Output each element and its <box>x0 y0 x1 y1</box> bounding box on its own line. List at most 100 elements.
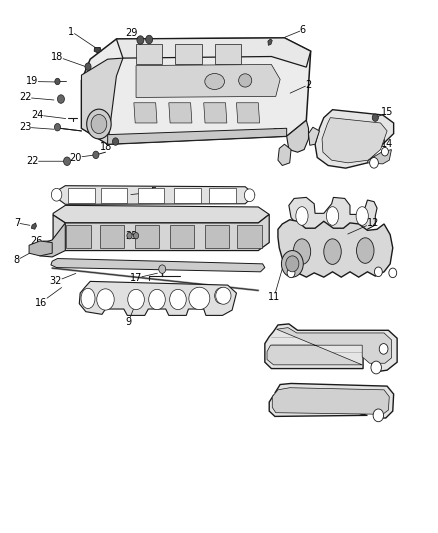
Text: 32: 32 <box>49 273 76 286</box>
Circle shape <box>113 138 119 146</box>
Polygon shape <box>52 185 255 204</box>
Circle shape <box>91 115 107 134</box>
Polygon shape <box>174 188 201 203</box>
Ellipse shape <box>128 289 145 310</box>
Text: 16: 16 <box>35 287 62 308</box>
Ellipse shape <box>293 239 311 264</box>
Text: 2: 2 <box>290 80 312 93</box>
Polygon shape <box>134 103 157 123</box>
Circle shape <box>381 148 389 156</box>
Circle shape <box>146 35 152 44</box>
Polygon shape <box>265 324 397 372</box>
Polygon shape <box>100 225 124 248</box>
Polygon shape <box>278 144 291 165</box>
Circle shape <box>282 251 303 277</box>
Polygon shape <box>204 103 227 123</box>
Circle shape <box>371 361 381 374</box>
Circle shape <box>64 157 71 165</box>
Polygon shape <box>209 188 236 203</box>
Circle shape <box>134 232 139 239</box>
Text: 19: 19 <box>26 77 58 86</box>
Polygon shape <box>308 127 319 146</box>
Text: 25: 25 <box>125 231 138 241</box>
Polygon shape <box>175 44 201 64</box>
Ellipse shape <box>356 207 368 225</box>
Text: 12: 12 <box>348 218 379 234</box>
Ellipse shape <box>81 288 95 309</box>
Ellipse shape <box>215 288 228 304</box>
Polygon shape <box>268 39 272 45</box>
Polygon shape <box>267 328 392 365</box>
Polygon shape <box>138 188 164 203</box>
Text: 18: 18 <box>100 142 113 152</box>
Polygon shape <box>31 223 36 229</box>
Polygon shape <box>272 387 389 414</box>
Text: 22: 22 <box>19 92 54 102</box>
Circle shape <box>85 63 91 70</box>
Text: 29: 29 <box>125 28 141 41</box>
Polygon shape <box>117 38 311 67</box>
Text: 20: 20 <box>70 152 95 163</box>
Circle shape <box>93 151 99 159</box>
Circle shape <box>244 189 255 201</box>
Polygon shape <box>205 225 229 248</box>
Circle shape <box>137 36 144 44</box>
Polygon shape <box>81 38 311 144</box>
Polygon shape <box>101 188 127 203</box>
Ellipse shape <box>324 239 341 264</box>
Ellipse shape <box>296 207 308 225</box>
Polygon shape <box>53 205 269 223</box>
Polygon shape <box>68 188 95 203</box>
Polygon shape <box>287 252 298 273</box>
Polygon shape <box>66 225 91 248</box>
Polygon shape <box>215 44 241 64</box>
Polygon shape <box>269 383 394 418</box>
Text: 11: 11 <box>268 263 284 302</box>
Ellipse shape <box>216 287 231 304</box>
Circle shape <box>373 409 384 422</box>
Text: 21: 21 <box>260 127 285 138</box>
Text: 5: 5 <box>131 187 156 197</box>
Text: 7: 7 <box>14 218 30 228</box>
Circle shape <box>51 188 62 201</box>
Circle shape <box>57 95 64 103</box>
Polygon shape <box>29 241 52 256</box>
Polygon shape <box>289 197 377 237</box>
Ellipse shape <box>149 289 165 310</box>
Ellipse shape <box>97 289 114 310</box>
Circle shape <box>389 268 397 278</box>
Polygon shape <box>135 225 159 248</box>
Text: 17: 17 <box>130 273 157 283</box>
Polygon shape <box>35 223 65 257</box>
Circle shape <box>374 267 382 277</box>
Circle shape <box>379 344 388 354</box>
Polygon shape <box>79 281 237 316</box>
Polygon shape <box>170 225 194 248</box>
Polygon shape <box>278 220 393 277</box>
Circle shape <box>87 109 111 139</box>
Ellipse shape <box>326 207 339 225</box>
Polygon shape <box>367 150 392 164</box>
Polygon shape <box>94 47 101 53</box>
Text: 6: 6 <box>273 25 306 42</box>
Polygon shape <box>322 118 387 163</box>
Text: 26: 26 <box>30 236 55 246</box>
Text: 13: 13 <box>275 346 287 363</box>
Circle shape <box>127 232 132 239</box>
Ellipse shape <box>170 289 186 310</box>
Polygon shape <box>136 64 280 98</box>
Ellipse shape <box>239 74 252 87</box>
Polygon shape <box>287 120 308 152</box>
Circle shape <box>287 268 295 278</box>
Text: 15: 15 <box>375 107 394 118</box>
Circle shape <box>54 124 60 131</box>
Polygon shape <box>108 128 287 144</box>
Ellipse shape <box>205 74 224 90</box>
Circle shape <box>370 158 378 168</box>
Circle shape <box>159 265 166 273</box>
Text: 18: 18 <box>51 52 86 67</box>
Text: 22: 22 <box>26 156 64 166</box>
Ellipse shape <box>357 238 374 263</box>
Ellipse shape <box>189 287 210 310</box>
Text: 14: 14 <box>369 139 394 152</box>
